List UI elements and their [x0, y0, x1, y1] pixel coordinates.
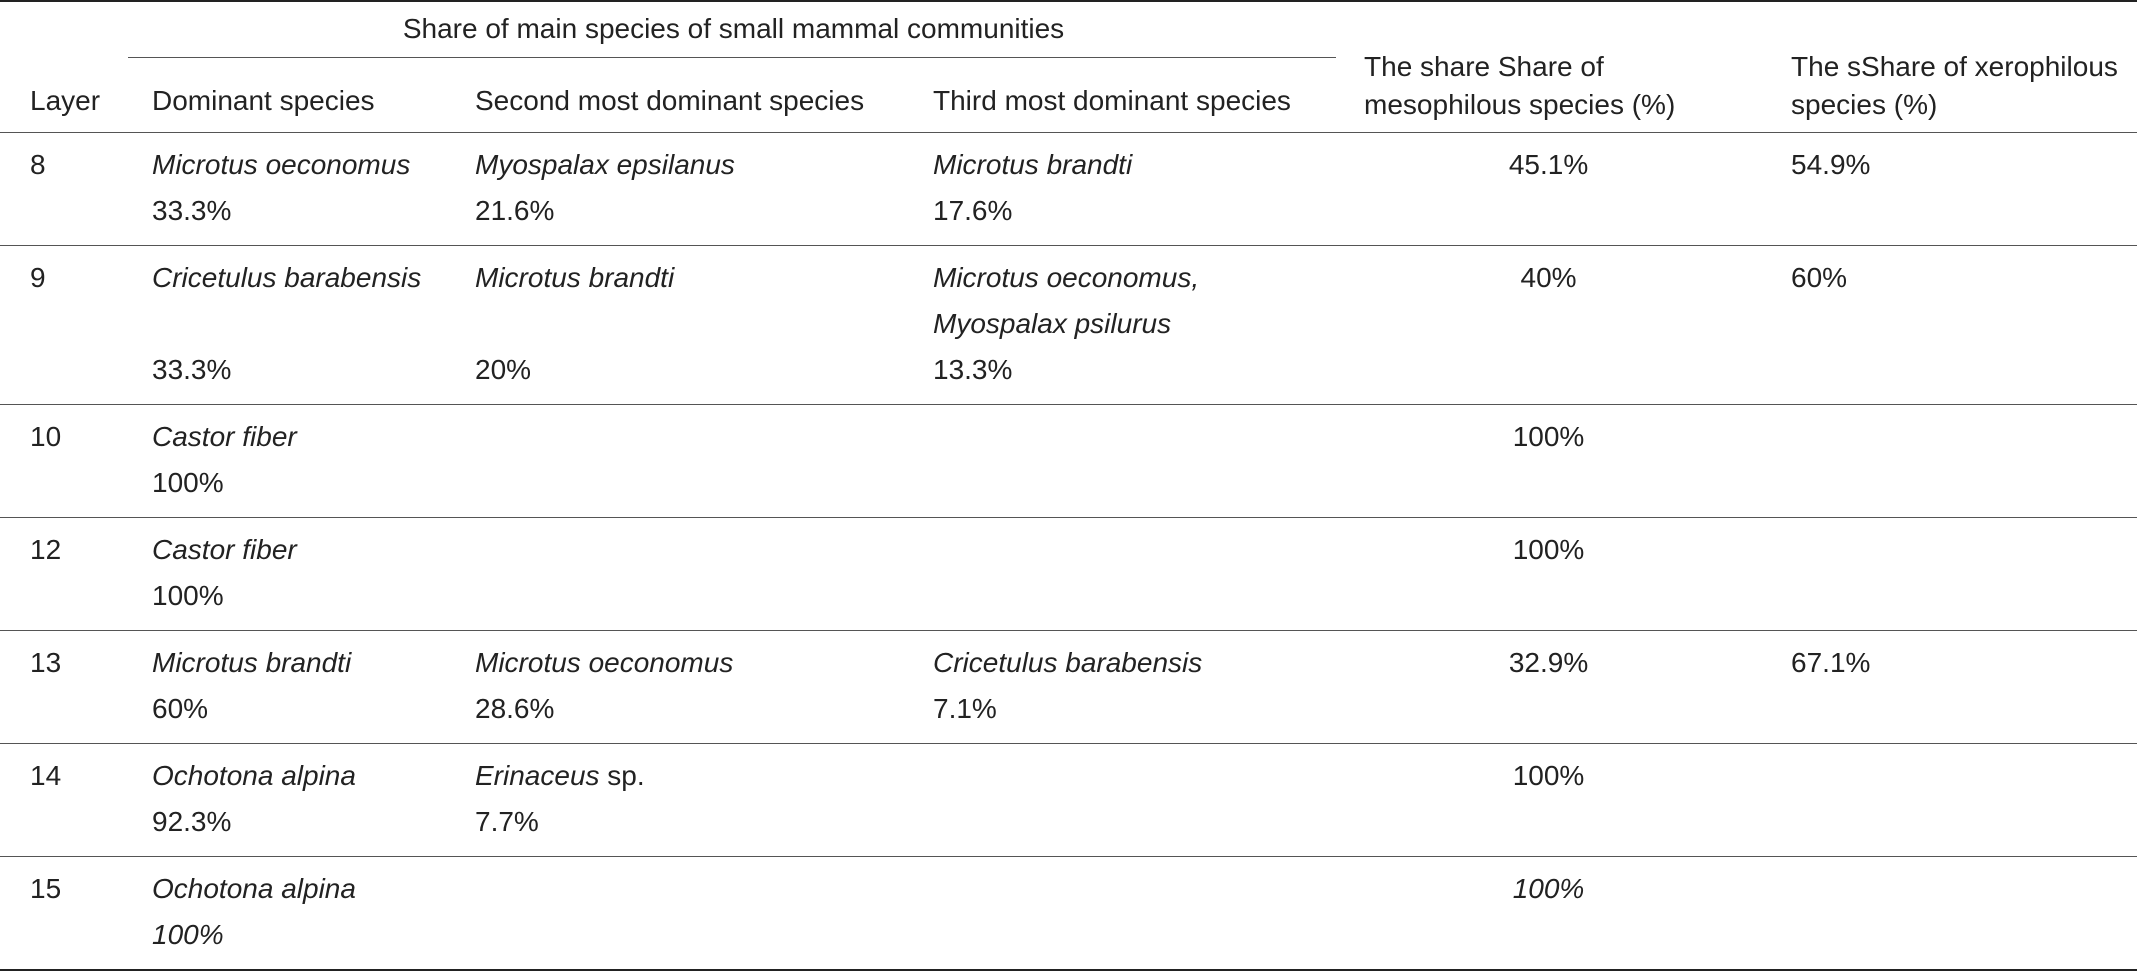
header-dominant: Dominant species	[125, 58, 448, 133]
species-share: 7.7%	[475, 806, 539, 837]
species-name: Erinaceus sp.	[475, 753, 906, 799]
species-name: Cricetulus barabensis	[152, 262, 422, 293]
species-name: Microtus brandti	[933, 149, 1133, 180]
header-group-rule	[128, 57, 1337, 58]
table-row: 12 Castor fiber 100% 100%	[0, 518, 2137, 631]
table-row: 15 Ochotona alpina 100% 100%	[0, 857, 2137, 971]
species-name: Ochotona alpina	[152, 873, 356, 904]
header-third: Third most dominant species	[906, 58, 1337, 133]
header-second: Second most dominant species	[448, 58, 906, 133]
cell-mesophilous: 100%	[1512, 760, 1585, 791]
cell-mesophilous: 45.1%	[1508, 149, 1589, 180]
cell-xerophilous	[1761, 857, 2137, 971]
cell-dominant: Castor fiber 100%	[125, 518, 448, 631]
species-name: Castor fiber	[152, 421, 297, 452]
species-name: Microtus oeconomus,	[933, 262, 1200, 293]
species-name: Microtus brandti	[475, 262, 675, 293]
cell-second	[448, 405, 906, 518]
header-xerophilous: The sShare of xerophilous species (%)	[1761, 1, 2137, 133]
species-share: 33.3%	[152, 354, 232, 385]
cell-dominant: Cricetulus barabensis 33.3%	[125, 246, 448, 405]
cell-mesophilous: 100%	[1512, 421, 1585, 452]
species-share: 7.1%	[933, 693, 997, 724]
species-name: Myospalax epsilanus	[475, 149, 735, 180]
species-share: 17.6%	[933, 195, 1013, 226]
cell-mesophilous: 40%	[1520, 262, 1577, 293]
species-share: 100%	[152, 467, 224, 498]
species-name: Ochotona alpina	[152, 760, 356, 791]
cell-mesophilous: 100%	[1512, 534, 1585, 565]
species-share: 60%	[152, 693, 209, 724]
spacer	[152, 301, 448, 347]
table-row: 13 Microtus brandti 60% Microtus oeconom…	[0, 631, 2137, 744]
species-name: Castor fiber	[152, 534, 297, 565]
table-row: 10 Castor fiber 100% 100%	[0, 405, 2137, 518]
cell-xerophilous	[1761, 518, 2137, 631]
cell-second: Microtus oeconomus 28.6%	[448, 631, 906, 744]
cell-dominant: Microtus brandti 60%	[125, 631, 448, 744]
species-share: 33.3%	[152, 195, 232, 226]
cell-second: Erinaceus sp. 7.7%	[448, 744, 906, 857]
cell-third: Microtus brandti 17.6%	[906, 133, 1336, 246]
cell-mesophilous: 32.9%	[1508, 647, 1589, 678]
species-share: 13.3%	[933, 354, 1013, 385]
cell-third	[906, 518, 1336, 631]
cell-dominant: Microtus oeconomus 33.3%	[125, 133, 448, 246]
species-name: Microtus oeconomus	[475, 647, 734, 678]
cell-second	[448, 518, 906, 631]
species-genus: Erinaceus	[475, 760, 600, 791]
species-share: 28.6%	[475, 693, 555, 724]
species-name: Microtus oeconomus	[152, 149, 411, 180]
species-name: Microtus brandti	[152, 647, 352, 678]
cell-xerophilous	[1761, 744, 2137, 857]
cell-xerophilous	[1761, 405, 2137, 518]
species-share: 21.6%	[475, 195, 555, 226]
cell-layer: 12	[30, 534, 62, 565]
cell-layer: 8	[30, 149, 46, 180]
table-row: 9 Cricetulus barabensis 33.3% Microtus b…	[0, 246, 2137, 405]
species-suffix: sp.	[599, 760, 645, 791]
cell-xerophilous: 60%	[1791, 262, 1848, 293]
table-row: 8 Microtus oeconomus 33.3% Myospalax eps…	[0, 133, 2137, 246]
header-group: Share of main species of small mammal co…	[125, 1, 1337, 58]
cell-layer: 10	[30, 421, 62, 452]
cell-second	[448, 857, 906, 971]
cell-layer: 9	[30, 262, 46, 293]
cell-dominant: Ochotona alpina 100%	[125, 857, 448, 971]
cell-third	[906, 405, 1336, 518]
cell-third	[906, 744, 1336, 857]
species-share: 20%	[475, 354, 532, 385]
table-row: 14 Ochotona alpina 92.3% Erinaceus sp. 7…	[0, 744, 2137, 857]
cell-dominant: Castor fiber 100%	[125, 405, 448, 518]
cell-layer: 15	[30, 873, 62, 904]
spacer	[475, 301, 906, 347]
cell-dominant: Ochotona alpina 92.3%	[125, 744, 448, 857]
species-name: Myospalax psilurus	[933, 308, 1172, 339]
cell-mesophilous: 100%	[1512, 873, 1585, 904]
species-share: 92.3%	[152, 806, 232, 837]
header-xero-line2: species (%)	[1791, 89, 1938, 120]
cell-xerophilous: 54.9%	[1791, 149, 1871, 180]
cell-third: Microtus oeconomus, Myospalax psilurus 1…	[906, 246, 1336, 405]
header-meso-line1: The share Share of	[1364, 51, 1604, 82]
cell-second: Myospalax epsilanus 21.6%	[448, 133, 906, 246]
cell-layer: 14	[30, 760, 62, 791]
header-layer: Layer	[0, 1, 125, 133]
species-share: 100%	[152, 580, 224, 611]
header-meso-line2: mesophilous species (%)	[1364, 89, 1676, 120]
header-xero-line1: The sShare of xerophilous	[1791, 51, 2118, 82]
species-share: 100%	[152, 919, 224, 950]
header-mesophilous: The share Share of mesophilous species (…	[1336, 1, 1762, 133]
cell-layer: 13	[30, 647, 62, 678]
cell-xerophilous: 67.1%	[1791, 647, 1871, 678]
cell-third: Cricetulus barabensis 7.1%	[906, 631, 1336, 744]
header-group-label: Share of main species of small mammal co…	[402, 13, 1065, 44]
species-name: Cricetulus barabensis	[933, 647, 1203, 678]
cell-third	[906, 857, 1336, 971]
cell-second: Microtus brandti 20%	[448, 246, 906, 405]
